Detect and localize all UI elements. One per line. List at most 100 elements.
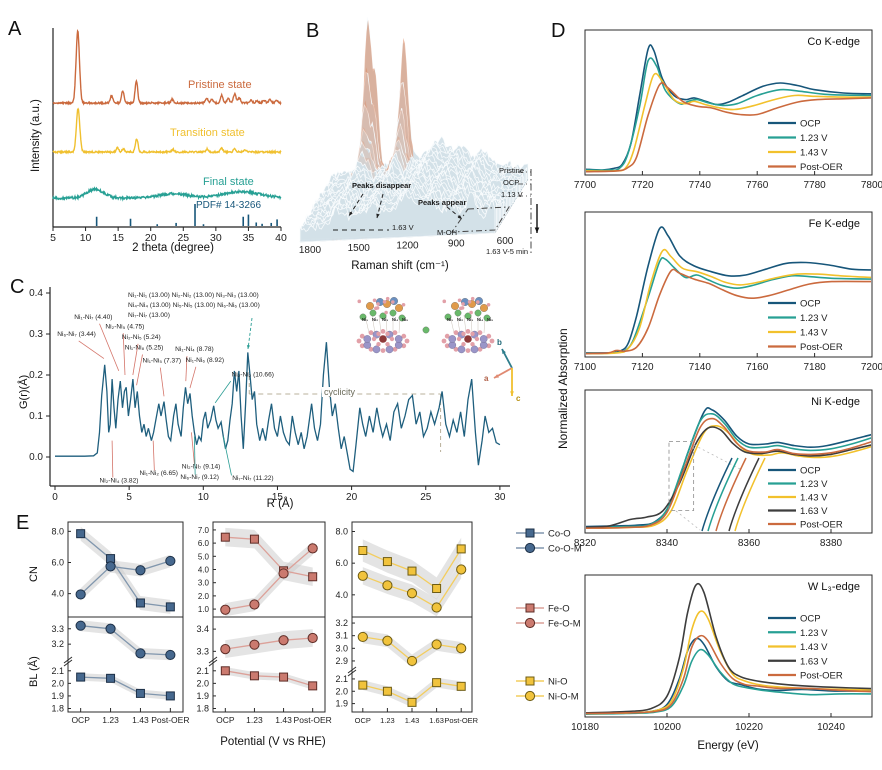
d-legend-label: Post-OER	[800, 342, 843, 353]
e-cn-y-tick: 5.0	[198, 552, 210, 561]
a-y-axis-title: Intensity (a.u.)	[30, 99, 42, 172]
c-atom-label: Ni₁	[447, 317, 453, 322]
e-bl-y-tick: 2.0	[196, 678, 209, 688]
d-legend-label: OCP	[800, 119, 821, 130]
e-bl-y-tick: 2.0	[335, 686, 348, 696]
e-bl-y-tick: 2.0	[51, 678, 64, 688]
b-peaks-disappear-label: Peaks disappear	[352, 181, 412, 190]
series-label-pristine: Pristine state	[188, 79, 252, 91]
panel-label-d: D	[551, 20, 566, 42]
d-x-tick: 8360	[738, 538, 761, 549]
e-x-axis-title: Potential (V vs RHE)	[220, 736, 326, 748]
e-cn-y-tick: 6.0	[198, 539, 210, 548]
c-annotation: Ni₂-Ni₇ (9.14)	[182, 463, 221, 470]
e-bl-y-tick: 3.0	[335, 643, 348, 653]
d-x-tick: 7780	[803, 180, 826, 191]
d-legend-label: OCP	[800, 614, 821, 625]
e-x-tick: 1.23	[246, 715, 263, 725]
e-bl-y-tick: 2.1	[196, 666, 209, 676]
d-legend-label: 1.43 V	[800, 328, 828, 339]
c-annotation: Ni₆-Ni₇ (9.12)	[180, 474, 219, 481]
b-x-tick: 900	[448, 238, 465, 249]
c-x-tick: 30	[494, 492, 506, 503]
c-annotation: Ni₇-Ni₇ (11.22)	[232, 475, 273, 482]
e-cn-y-tick: 4.0	[198, 566, 210, 575]
e-bl-y-tick: 3.2	[51, 639, 64, 649]
b-axis-pristine: Pristine	[499, 166, 525, 175]
c-atom-label: Ni₃	[382, 317, 388, 322]
c-atom-label: Ni₄	[477, 317, 483, 322]
d-legend-label: Post-OER	[800, 162, 843, 173]
xas-charts: 7700 7720 7740 7760 7780 7800 OCP 1.23 V 1.43 V P…	[571, 29, 882, 733]
c-top-annotation: Ni₁-Ni₁ (13.00) Ni₂-Ni₂ (13.00) Ni₃-Ni₃ …	[128, 292, 259, 299]
c-atom-label: Ni₅	[402, 317, 408, 322]
e-cn-y-tick: 6.0	[51, 557, 64, 567]
a-x-tick: 5	[50, 232, 56, 244]
c-x-tick: 25	[420, 492, 432, 503]
c-y-tick: 0.4	[29, 288, 43, 299]
d-legend-label: OCP	[800, 299, 821, 310]
c-x-tick: 5	[126, 492, 132, 503]
d-x-tick: 7160	[746, 362, 769, 373]
b-axis-ocp: OCP	[503, 178, 520, 187]
d-title-w: W L₃-edge	[807, 581, 860, 593]
a-x-tick: 30	[210, 232, 222, 244]
c-x-tick: 10	[198, 492, 210, 503]
d-x-tick: 8380	[820, 538, 843, 549]
d-legend-label: 1.63 V	[800, 656, 828, 667]
e-bl-y-tick: 1.9	[335, 699, 348, 709]
c-axis-c-label: c	[516, 394, 521, 403]
d-x-axis-title: Energy (eV)	[697, 740, 759, 752]
b-axis-113v: 1.13 V	[501, 190, 523, 199]
e-x-tick: 1.63	[429, 716, 444, 725]
c-annotation: Ni₁-Ni₈ (5.25)	[125, 345, 164, 352]
c-annotation: Ni₁-Ni₇ (4.40)	[74, 314, 112, 321]
d-x-tick: 10200	[653, 722, 681, 733]
c-top-annotation: Ni₄-Ni₄ (13.00) Ni₅-Ni₅ (13.00) Ni₆-Ni₆ …	[128, 302, 260, 309]
c-axis-b-label: b	[497, 338, 502, 347]
c-annotation: Ni₁-Ni₆ (8.92)	[186, 357, 225, 364]
e-bl-y-tick: 2.1	[335, 674, 348, 684]
d-legend-label: 1.43 V	[800, 642, 828, 653]
series-label-final: Final state	[203, 176, 254, 188]
c-x-axis-title: R (Å)	[266, 498, 294, 510]
c-y-tick: 0.3	[29, 329, 43, 340]
c-atom-label: Ni₁	[362, 317, 368, 322]
e-legend-label: Fe-O-M	[548, 619, 581, 630]
e-bl-axis-title: BL (Å)	[28, 656, 40, 687]
b-x-tick: 600	[497, 236, 514, 247]
d-x-tick: 7720	[631, 180, 654, 191]
e-cn-axis-title: CN	[28, 566, 40, 582]
e-legend-label: Co-O	[548, 529, 571, 540]
b-peaks-appear-label: Peaks appear	[418, 198, 467, 207]
e-bl-y-tick: 1.9	[51, 691, 64, 701]
c-atom-label: Ni₄	[392, 317, 398, 322]
e-cn-y-tick: 6.0	[335, 558, 348, 568]
e-x-tick: 1.43	[132, 715, 149, 725]
e-x-tick: 1.23	[380, 716, 395, 725]
e-bl-y-tick: 1.9	[196, 691, 209, 701]
e-bl-y-tick: 3.4	[196, 624, 209, 634]
c-annotation: Ni₁-Ni₄ (8.78)	[175, 346, 214, 353]
e-cn-y-tick: 3.0	[198, 579, 210, 588]
d-x-tick: 7200	[861, 362, 882, 373]
c-x-tick: 0	[52, 492, 58, 503]
c-x-tick: 15	[272, 492, 284, 503]
a-x-tick: 15	[112, 232, 124, 244]
raman-3d-chart: 1800 1500 1200 900 600	[299, 17, 540, 256]
d-x-tick: 7740	[689, 180, 712, 191]
d-x-tick: 7140	[689, 362, 712, 373]
c-y-tick: 0.0	[29, 452, 43, 463]
xrd-chart: 5 10 15 20 25 30 35 40	[50, 28, 287, 244]
e-x-tick: OCP	[355, 716, 371, 725]
e-legend-label: Ni-O	[548, 677, 568, 688]
e-cn-y-tick: 4.0	[51, 589, 64, 599]
a-x-axis-title: 2 theta (degree)	[132, 242, 214, 254]
b-potential-label: 1.63 V	[392, 223, 414, 232]
d-x-tick: 8320	[574, 538, 597, 549]
c-atom-label: Ni₃	[467, 317, 473, 322]
series-label-transition: Transition state	[170, 127, 245, 139]
e-bl-y-tick: 3.1	[335, 631, 348, 641]
